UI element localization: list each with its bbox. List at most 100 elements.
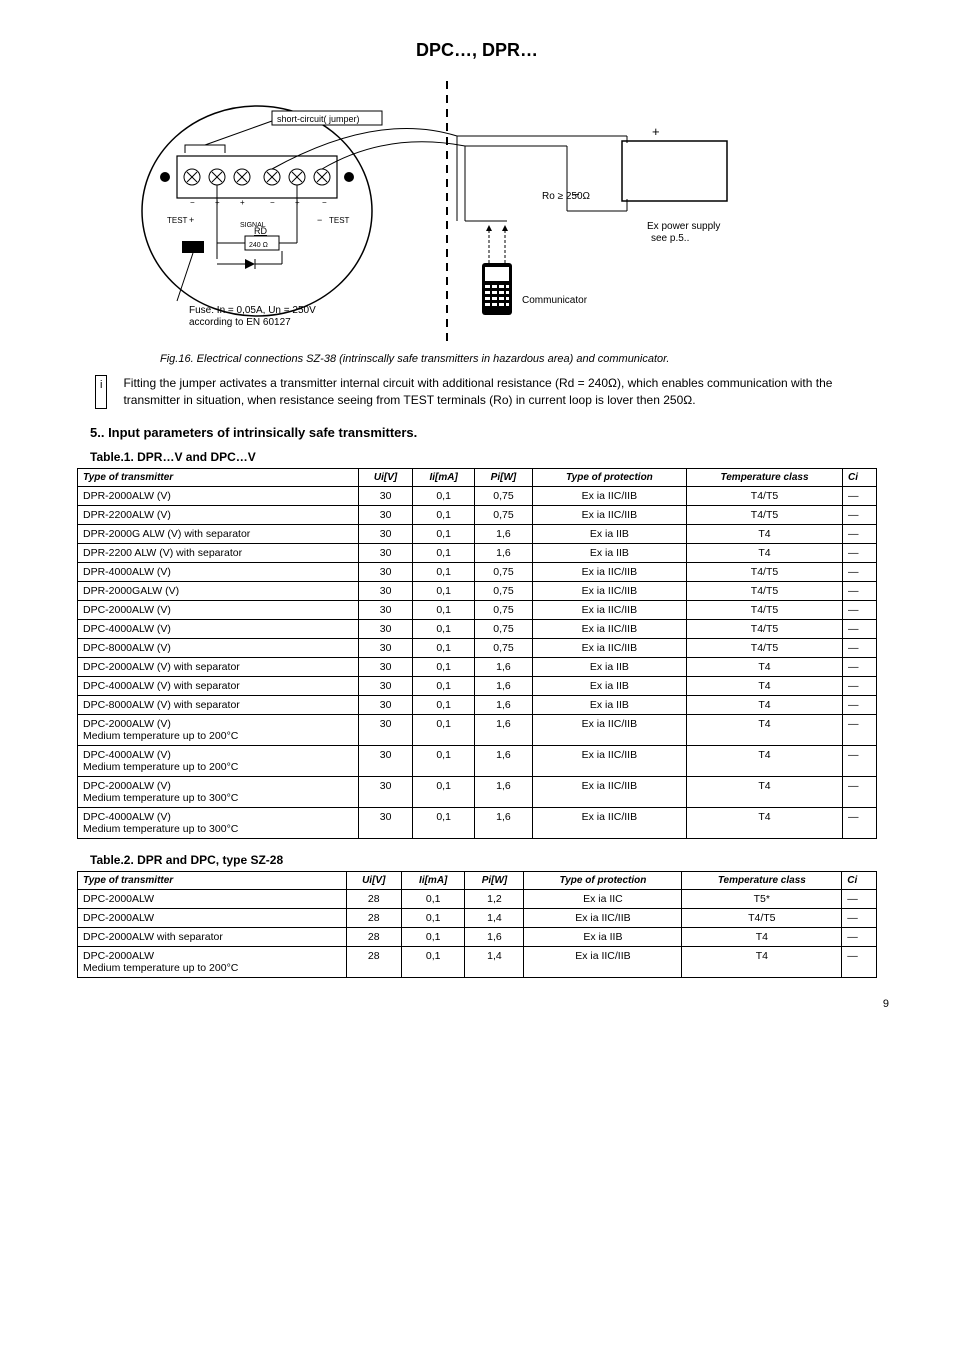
table-cell: — [843,486,877,505]
table-cell: T4/T5 [686,600,842,619]
table-cell: DPC-2000ALW with separator [78,927,347,946]
table-cell: Ex ia IIB [532,676,686,695]
table-cell: DPR-2200 ALW (V) with separator [78,543,359,562]
table-cell: — [843,745,877,776]
table-cell: DPR-2000ALW (V) [78,486,359,505]
table-cell: T4 [686,524,842,543]
table-cell: T4 [686,714,842,745]
table-row: DPR-2000G ALW (V) with separator300,11,6… [78,524,877,543]
column-header: Pi[W] [475,468,533,486]
table-cell: T4/T5 [682,908,842,927]
table-cell: Ex ia IIC/IIB [532,562,686,581]
table-row: DPC-2000ALWMedium temperature up to 200°… [78,946,877,977]
svg-text:+: + [240,198,245,207]
svg-text:−: − [322,198,327,207]
table-cell: 30 [359,807,413,838]
table-cell: 1,4 [465,946,524,977]
table-row: DPR-2200ALW (V)300,10,75Ex ia IIC/IIBT4/… [78,505,877,524]
table-cell: 30 [359,714,413,745]
note-paragraph: i Fitting the jumper activates a transmi… [95,375,879,409]
table-cell: 1,4 [465,908,524,927]
svg-text:Communicator: Communicator [522,295,588,306]
table-cell: 0,1 [413,619,475,638]
table-cell: 30 [359,505,413,524]
table-cell: 28 [346,889,401,908]
table-cell: DPC-4000ALW (V) [78,619,359,638]
table-row: DPC-4000ALW (V)Medium temperature up to … [78,745,877,776]
wiring-diagram: −+ +− +− short-circuit( jumper) TEST + S… [55,81,899,341]
table-cell: 1,6 [475,524,533,543]
table-cell: T4 [686,676,842,695]
section-heading-5: 5.. Input parameters of intrinsically sa… [90,425,899,440]
table-cell: 0,1 [413,562,475,581]
svg-text:TEST: TEST [329,216,350,225]
table-cell: 30 [359,638,413,657]
column-header: Ii[mA] [401,871,465,889]
table-cell: 0,75 [475,581,533,600]
table-cell: 0,1 [413,776,475,807]
column-header: Temperature class [682,871,842,889]
table-cell: DPR-4000ALW (V) [78,562,359,581]
table-cell: Ex ia IIB [532,543,686,562]
svg-text:−: − [190,198,195,207]
table-cell: DPC-2000ALW (V)Medium temperature up to … [78,776,359,807]
table-cell: Ex ia IIC/IIB [532,807,686,838]
table-cell: — [843,600,877,619]
table-cell: 0,1 [413,524,475,543]
table-cell: 0,1 [413,543,475,562]
table-cell: Ex ia IIC/IIB [532,776,686,807]
svg-text:RD: RD [254,226,267,236]
table-row: DPC-2000ALW (V) with separator300,11,6Ex… [78,657,877,676]
table-cell: T4 [682,927,842,946]
table1-title: Table.1. DPR…V and DPC…V [90,450,899,464]
table-cell: 30 [359,600,413,619]
table-cell: T4 [686,657,842,676]
table-cell: Ex ia IIB [524,927,682,946]
table-cell: T5* [682,889,842,908]
column-header: Temperature class [686,468,842,486]
table-cell: 0,1 [413,745,475,776]
table-cell: DPC-2000ALW [78,908,347,927]
table-cell: Ex ia IIC/IIB [524,908,682,927]
table-row: DPC-2000ALW (V)300,10,75Ex ia IIC/IIBT4/… [78,600,877,619]
table-cell: DPR-2000GALW (V) [78,581,359,600]
table-cell: T4/T5 [686,619,842,638]
table-cell: DPC-2000ALW (V) [78,600,359,619]
svg-text:Ro ≥ 250Ω: Ro ≥ 250Ω [542,191,591,202]
table-cell: 0,1 [401,908,465,927]
svg-text:−: − [317,215,322,225]
column-header: Ui[V] [359,468,413,486]
table-cell: T4 [686,695,842,714]
table-cell: 28 [346,908,401,927]
table-cell: Ex ia IIC/IIB [532,600,686,619]
table-cell: — [842,908,877,927]
table-cell: — [843,657,877,676]
table-cell: DPC-4000ALW (V) with separator [78,676,359,695]
table-row: DPR-4000ALW (V)300,10,75Ex ia IIC/IIBT4/… [78,562,877,581]
table-cell: 0,75 [475,562,533,581]
table-cell: 0,1 [413,676,475,695]
table-cell: Ex ia IIC/IIB [532,714,686,745]
table-cell: 0,1 [413,638,475,657]
table-cell: DPC-2000ALW (V)Medium temperature up to … [78,714,359,745]
table2-title: Table.2. DPR and DPC, type SZ-28 [90,853,899,867]
table-cell: 28 [346,946,401,977]
table-cell: DPR-2000G ALW (V) with separator [78,524,359,543]
table-cell: T4/T5 [686,581,842,600]
table-cell: 0,75 [475,600,533,619]
table-cell: Ex ia IIC/IIB [532,486,686,505]
table-cell: Ex ia IIC/IIB [532,638,686,657]
table-cell: 1,6 [475,807,533,838]
table-cell: Ex ia IIC/IIB [532,505,686,524]
table-cell: — [843,619,877,638]
table-cell: 0,1 [401,946,465,977]
table-cell: 0,1 [413,505,475,524]
table-cell: — [842,946,877,977]
table-cell: 1,6 [475,745,533,776]
svg-text:according to EN 60127: according to EN 60127 [189,317,291,328]
svg-text:+: + [652,124,660,139]
table-cell: Ex ia IIC/IIB [532,745,686,776]
table-cell: — [843,581,877,600]
table-row: DPC-4000ALW (V)Medium temperature up to … [78,807,877,838]
table-cell: Ex ia IIB [532,695,686,714]
